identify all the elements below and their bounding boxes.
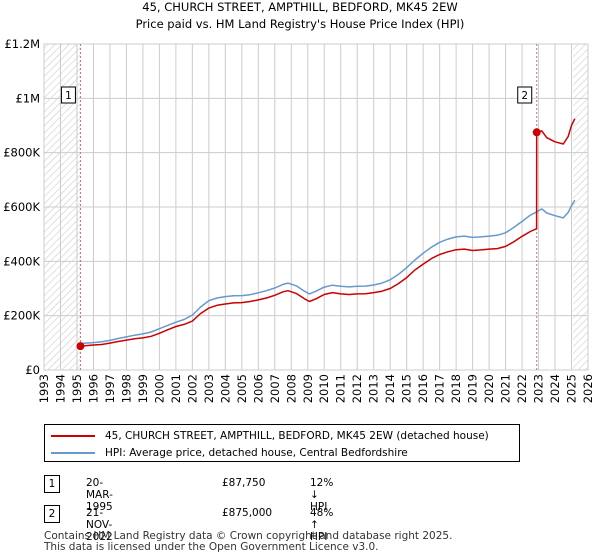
x-axis-ticks: 1993 1994 1995 1996 1997 1998 1999 2000 2001 2002… [37,374,595,403]
legend-label-hpi: HPI: Average price, detached house, Cent… [105,447,408,459]
sale-point [76,342,85,351]
legend-label-property: 45, CHURCH STREET, AMPTHILL, BEDFORD, MK… [105,430,489,442]
x-tick-label: 2002 [185,374,199,403]
x-tick-label: 1996 [86,374,100,403]
x-tick-label: 1997 [103,374,117,403]
sale-date: 20-MAR-1995 [86,477,113,513]
sale-marker-box [60,86,76,104]
hatched-region [573,44,588,370]
x-tick-label: 2022 [515,374,529,403]
y-tick-label: £800K [3,146,40,160]
y-tick-label: £200K [3,309,40,323]
sale-number: 1 [44,475,60,493]
sale-price: £87,750 [222,477,266,489]
y-tick-label: £1.2M [4,37,40,51]
series-line-property [80,118,576,347]
sale-hpi-diff: 48% ↑ HPI [310,507,334,543]
sale-marker-label: 2 [521,90,528,102]
x-tick-label: 2005 [235,374,249,403]
x-tick-label: 2020 [482,374,496,403]
x-tick-label: 2016 [416,374,430,403]
x-tick-label: 2009 [301,374,315,403]
y-tick-label: £600K [3,200,40,214]
x-tick-label: 2019 [466,374,480,403]
x-tick-label: 2006 [251,374,265,403]
chart-subtitle: Price paid vs. HM Land Registry's House … [136,17,465,31]
x-tick-label: 1993 [37,374,51,403]
x-tick-label: 2001 [169,374,183,403]
footer-line-1: Contains HM Land Registry data © Crown c… [44,530,453,542]
x-tick-label: 2018 [449,374,463,403]
y-tick-label: £0 [25,363,40,377]
x-tick-label: 2015 [400,374,414,403]
x-tick-label: 2014 [383,374,397,403]
x-tick-label: 2003 [202,374,216,403]
sale-point [532,128,541,137]
x-tick-label: 2024 [548,374,562,403]
price-chart: 45, CHURCH STREET, AMPTHILL, BEDFORD, MK… [3,0,595,403]
sale-date: 21-NOV-2022 [86,507,113,543]
x-tick-label: 2011 [334,374,348,403]
y-tick-label: £400K [3,254,40,268]
x-tick-label: 2025 [565,374,579,403]
footer-line-2: This data is licensed under the Open Gov… [44,541,379,553]
legend-item-hpi: HPI: Average price, detached house, Cent… [51,445,408,461]
legend-swatch-hpi [51,452,95,454]
sale-hpi-diff: 12% ↓ HPI [310,477,334,513]
legend: 45, CHURCH STREET, AMPTHILL, BEDFORD, MK… [44,424,520,462]
x-tick-label: 2023 [532,374,546,403]
x-tick-label: 2013 [367,374,381,403]
x-tick-label: 1998 [119,374,133,403]
footer: Contains HM Land Registry data © Crown c… [44,531,452,553]
x-tick-label: 2017 [433,374,447,403]
x-tick-label: 2026 [581,374,595,403]
chart-title: 45, CHURCH STREET, AMPTHILL, BEDFORD, MK… [142,0,457,14]
x-tick-label: 2021 [499,374,513,403]
x-tick-label: 1994 [53,374,67,403]
y-tick-label: £1M [15,91,40,105]
sale-number: 2 [44,505,60,523]
legend-item-property: 45, CHURCH STREET, AMPTHILL, BEDFORD, MK… [51,428,489,444]
x-tick-label: 1995 [70,374,84,403]
x-tick-label: 2010 [317,374,331,403]
sale-price: £875,000 [222,507,273,519]
legend-swatch-property [51,435,95,437]
y-axis-ticks: £0 £200K £400K £600K £800K £1M £1.2M [3,37,40,377]
x-tick-label: 2000 [152,374,166,403]
x-tick-label: 2012 [350,374,364,403]
sale-marker-box [517,86,533,104]
series-line-hpi [80,199,576,345]
x-tick-label: 2007 [268,374,282,403]
x-tick-label: 2004 [218,374,232,403]
series-lines [80,118,576,347]
sale-marker-label: 1 [65,90,72,102]
x-tick-label: 2008 [284,374,298,403]
x-tick-label: 1999 [136,374,150,403]
